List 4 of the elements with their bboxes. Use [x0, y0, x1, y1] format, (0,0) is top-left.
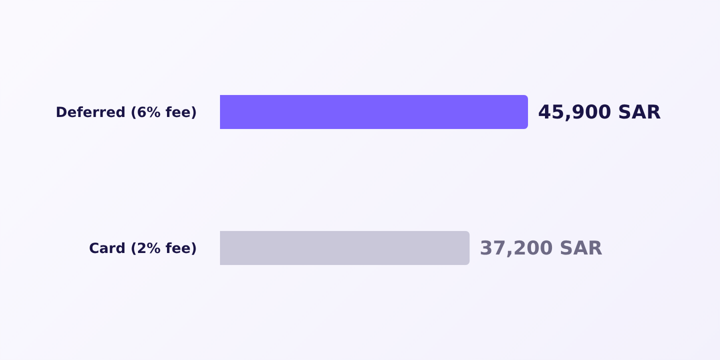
data-label: 37,200 SAR [480, 238, 603, 260]
y-tick-label: Deferred (6% fee) [56, 104, 197, 121]
y-tick-label: Card (2% fee) [88, 240, 197, 257]
data-label: 45,900 SAR [538, 102, 662, 124]
